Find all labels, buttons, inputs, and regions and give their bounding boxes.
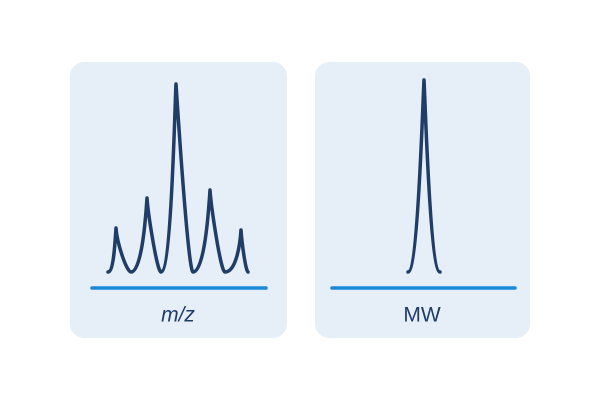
mz-panel: m/z [70,62,287,338]
mw-panel: MW [315,62,530,338]
isotope-peaks [106,82,250,274]
panel-background [315,62,530,338]
axis-label: m/z [161,304,195,327]
axis-label: MW [403,304,440,327]
deconvoluted-peak [406,78,442,274]
